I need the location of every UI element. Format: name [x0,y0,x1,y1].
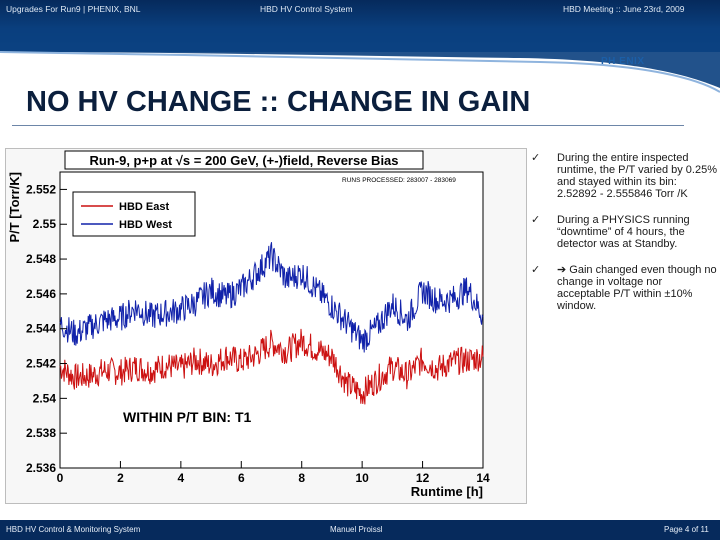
header-left-text: Upgrades For Run9 | PHENIX, BNL [6,4,141,14]
x-tick-label: 0 [57,471,64,485]
bullet-text: During the entire inspected runtime, the… [557,152,717,200]
y-tick-label: 2.538 [26,426,56,440]
footer-left-text: HBD HV Control & Monitoring System [6,525,141,534]
bullet-item: ✓ ➔ Gain changed even though no change i… [531,264,717,312]
x-tick-label: 8 [298,471,305,485]
pt-runtime-chart: Run-9, p+p at √s = 200 GeV, (+-)field, R… [7,150,490,499]
title-divider [12,125,684,126]
y-tick-label: 2.536 [26,461,56,475]
x-tick-label: 10 [355,471,369,485]
y-tick-label: 2.546 [26,287,56,301]
y-tick-label: 2.544 [26,322,56,336]
bullet-text: ➔ Gain changed even though no change in … [557,264,717,312]
chart-title-box [64,150,424,170]
chart-subtitle: RUNS PROCESSED: 283007 - 283069 [342,177,456,184]
x-tick-label: 4 [178,471,185,485]
series-line-hbd-west [59,242,484,353]
y-tick-label: 2.54 [33,391,57,405]
footer-bar: HBD HV Control & Monitoring System Manue… [0,520,720,540]
x-tick-label: 2 [117,471,124,485]
x-tick-label: 14 [476,471,490,485]
chart-annotation: WITHIN P/T BIN: T1 [123,409,252,425]
legend-box [72,191,196,237]
y-tick-label: 2.552 [26,182,56,196]
chart-title: Run-9, p+p at √s = 200 GeV, (+-)field, R… [89,153,398,168]
bullet-list: ✓ During the entire inspected runtime, t… [531,152,717,326]
x-tick-label: 6 [238,471,245,485]
bullet-item: ✓ During the entire inspected runtime, t… [531,152,717,200]
legend-label: HBD East [119,201,169,213]
y-axis-label: P/T [Torr/K] [7,172,22,243]
legend-label: HBD West [119,219,172,231]
bullet-item: ✓ During a PHYSICS running “downtime” of… [531,214,717,250]
check-icon: ✓ [531,214,541,226]
y-tick-label: 2.542 [26,357,56,371]
phenix-logo: PH ENIX [601,56,645,67]
slide-title: NO HV CHANGE :: CHANGE IN GAIN [26,86,531,118]
header-center-text: HBD HV Control System [260,4,353,14]
bullet-text: During a PHYSICS running “downtime” of 4… [557,214,690,250]
x-tick-label: 12 [416,471,430,485]
check-icon: ✓ [531,264,541,276]
y-tick-label: 2.55 [33,217,57,231]
header-right-text: HBD Meeting :: June 23rd, 2009 [563,4,685,14]
x-axis-label: Runtime [h] [411,484,483,499]
header-wave-decoration [0,28,720,93]
check-icon: ✓ [531,152,541,164]
series-line-hbd-east [59,328,484,405]
footer-center-text: Manuel Proissl [330,525,383,534]
footer-right-text: Page 4 of 11 [664,525,709,534]
y-tick-label: 2.548 [26,252,56,266]
